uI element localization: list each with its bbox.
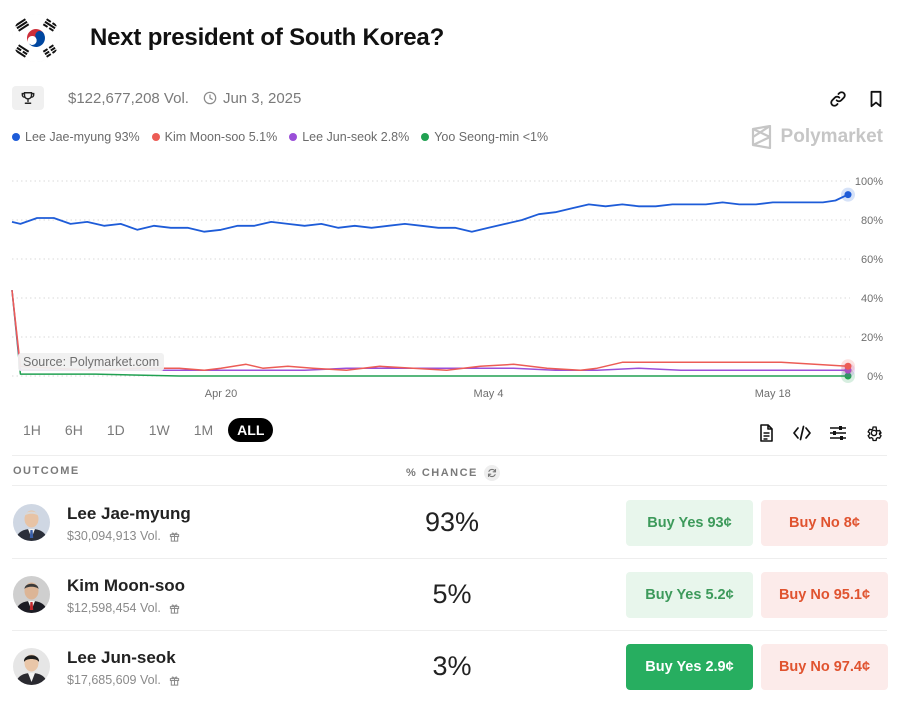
range-1h[interactable]: 1H (23, 422, 41, 438)
range-6h[interactable]: 6H (64, 422, 83, 438)
column-chance-label: % CHANCE (406, 467, 478, 479)
buy-yes-button[interactable]: Buy Yes 93¢ (626, 500, 753, 546)
column-chance: % CHANCE (406, 465, 500, 481)
buy-yes-button[interactable]: Buy Yes 2.9¢ (626, 644, 753, 690)
legend-label: Kim Moon-soo 5.1% (164, 130, 278, 144)
chart-tools (755, 422, 885, 444)
chart-source-label: Source: Polymarket.com (18, 353, 165, 371)
avatar (13, 648, 50, 685)
legend-item: Kim Moon-soo 5.1% (151, 130, 278, 144)
avatar (13, 504, 50, 541)
outcome-chance: 93% (424, 507, 480, 537)
legend-item: Lee Jae-myung 93% (12, 130, 140, 144)
chart-legend: Lee Jae-myung 93% Kim Moon-soo 5.1% Lee … (12, 130, 548, 144)
outcome-volume: $30,094,913 Vol. (67, 529, 180, 543)
outcome-name: Lee Jun-seok (67, 648, 176, 667)
series-line (11, 290, 849, 371)
buy-no-button[interactable]: Buy No 8¢ (761, 500, 888, 546)
gift-icon[interactable] (169, 675, 180, 686)
y-tick-label: 20% (861, 332, 883, 344)
outcome-row[interactable]: Lee Jun-seok $17,685,609 Vol. 3% Buy Yes… (12, 631, 888, 702)
outcome-row[interactable]: Kim Moon-soo $12,598,454 Vol. 5% Buy Yes… (12, 559, 888, 631)
gift-icon[interactable] (169, 531, 180, 542)
time-range-selector: 1H 6H 1D 1W 1M ALL (14, 418, 274, 442)
buy-no-button[interactable]: Buy No 97.4¢ (761, 644, 888, 690)
legend-dot (151, 133, 160, 141)
sliders-icon[interactable] (827, 422, 849, 444)
buy-yes-button[interactable]: Buy Yes 5.2¢ (626, 572, 753, 618)
y-tick-label: 80% (861, 215, 883, 227)
x-tick-label: Apr 20 (205, 388, 237, 400)
legend-item: Yoo Seong-min <1% (421, 130, 548, 144)
refresh-icon[interactable] (483, 465, 500, 481)
buy-no-button[interactable]: Buy No 95.1¢ (761, 572, 888, 618)
outcome-volume: $17,685,609 Vol. (67, 673, 180, 687)
link-icon[interactable] (827, 88, 849, 110)
south-korea-flag-icon (12, 14, 60, 62)
y-tick-label: 60% (861, 254, 883, 266)
trophy-icon[interactable] (12, 86, 44, 110)
outcome-name: Kim Moon-soo (67, 576, 186, 595)
outcome-volume-text: $12,598,454 Vol. (67, 601, 161, 615)
series-line (11, 290, 848, 377)
polymarket-logo: Polymarket (751, 125, 883, 149)
range-all[interactable]: ALL (228, 418, 274, 442)
market-meta: $122,677,208 Vol. Jun 3, 2025 (12, 86, 301, 110)
outcome-chance: 3% (432, 651, 472, 681)
outcome-chance: 5% (432, 579, 472, 609)
legend-dot (12, 133, 20, 141)
legend-item: Lee Jun-seok 2.8% (289, 130, 409, 144)
embed-code-icon[interactable] (791, 422, 813, 444)
market-header: Next president of South Korea? (12, 14, 444, 62)
y-tick-label: 0% (867, 371, 883, 383)
series-endpoint (844, 362, 852, 370)
outcome-volume: $12,598,454 Vol. (67, 601, 180, 615)
series-line (11, 193, 849, 233)
series-endpoint (844, 372, 852, 380)
range-1w[interactable]: 1W (148, 422, 170, 438)
end-date-text: Jun 3, 2025 (222, 89, 302, 107)
outcome-volume-text: $30,094,913 Vol. (67, 529, 161, 543)
legend-dot (289, 133, 298, 141)
document-icon[interactable] (755, 422, 777, 444)
legend-dot (421, 133, 430, 141)
avatar (13, 576, 50, 613)
polymarket-mark-icon (751, 125, 771, 149)
series-endpoint (844, 191, 852, 199)
outcome-name: Lee Jae-myung (67, 504, 191, 523)
top-actions (827, 88, 887, 110)
bookmark-icon[interactable] (865, 88, 887, 110)
outcome-volume-text: $17,685,609 Vol. (67, 673, 161, 687)
price-chart[interactable]: 100% 80% 60% 40% 20% 0% Apr 20 May 4 May 18 (0, 168, 915, 408)
legend-label: Lee Jae-myung 93% (25, 130, 140, 144)
y-tick-label: 100% (855, 176, 883, 188)
page-title: Next president of South Korea? (90, 24, 445, 51)
outcomes-table-header: OUTCOME % CHANCE (12, 455, 887, 486)
market-volume: $122,677,208 Vol. (68, 89, 189, 107)
range-1d[interactable]: 1D (106, 422, 125, 438)
x-tick-label: May 4 (474, 388, 504, 400)
end-date: Jun 3, 2025 (203, 90, 301, 107)
y-tick-label: 40% (861, 293, 883, 305)
legend-label: Yoo Seong-min <1% (434, 130, 549, 144)
range-1m[interactable]: 1M (193, 422, 214, 438)
gift-icon[interactable] (169, 603, 180, 614)
outcome-row[interactable]: Lee Jae-myung $30,094,913 Vol. 93% Buy Y… (12, 487, 888, 559)
clock-icon (203, 91, 217, 105)
column-outcome: OUTCOME (13, 465, 80, 477)
x-tick-label: May 18 (755, 388, 791, 400)
settings-gear-icon[interactable] (863, 422, 885, 444)
legend-label: Lee Jun-seok 2.8% (302, 130, 410, 144)
brand-name: Polymarket (780, 126, 883, 147)
